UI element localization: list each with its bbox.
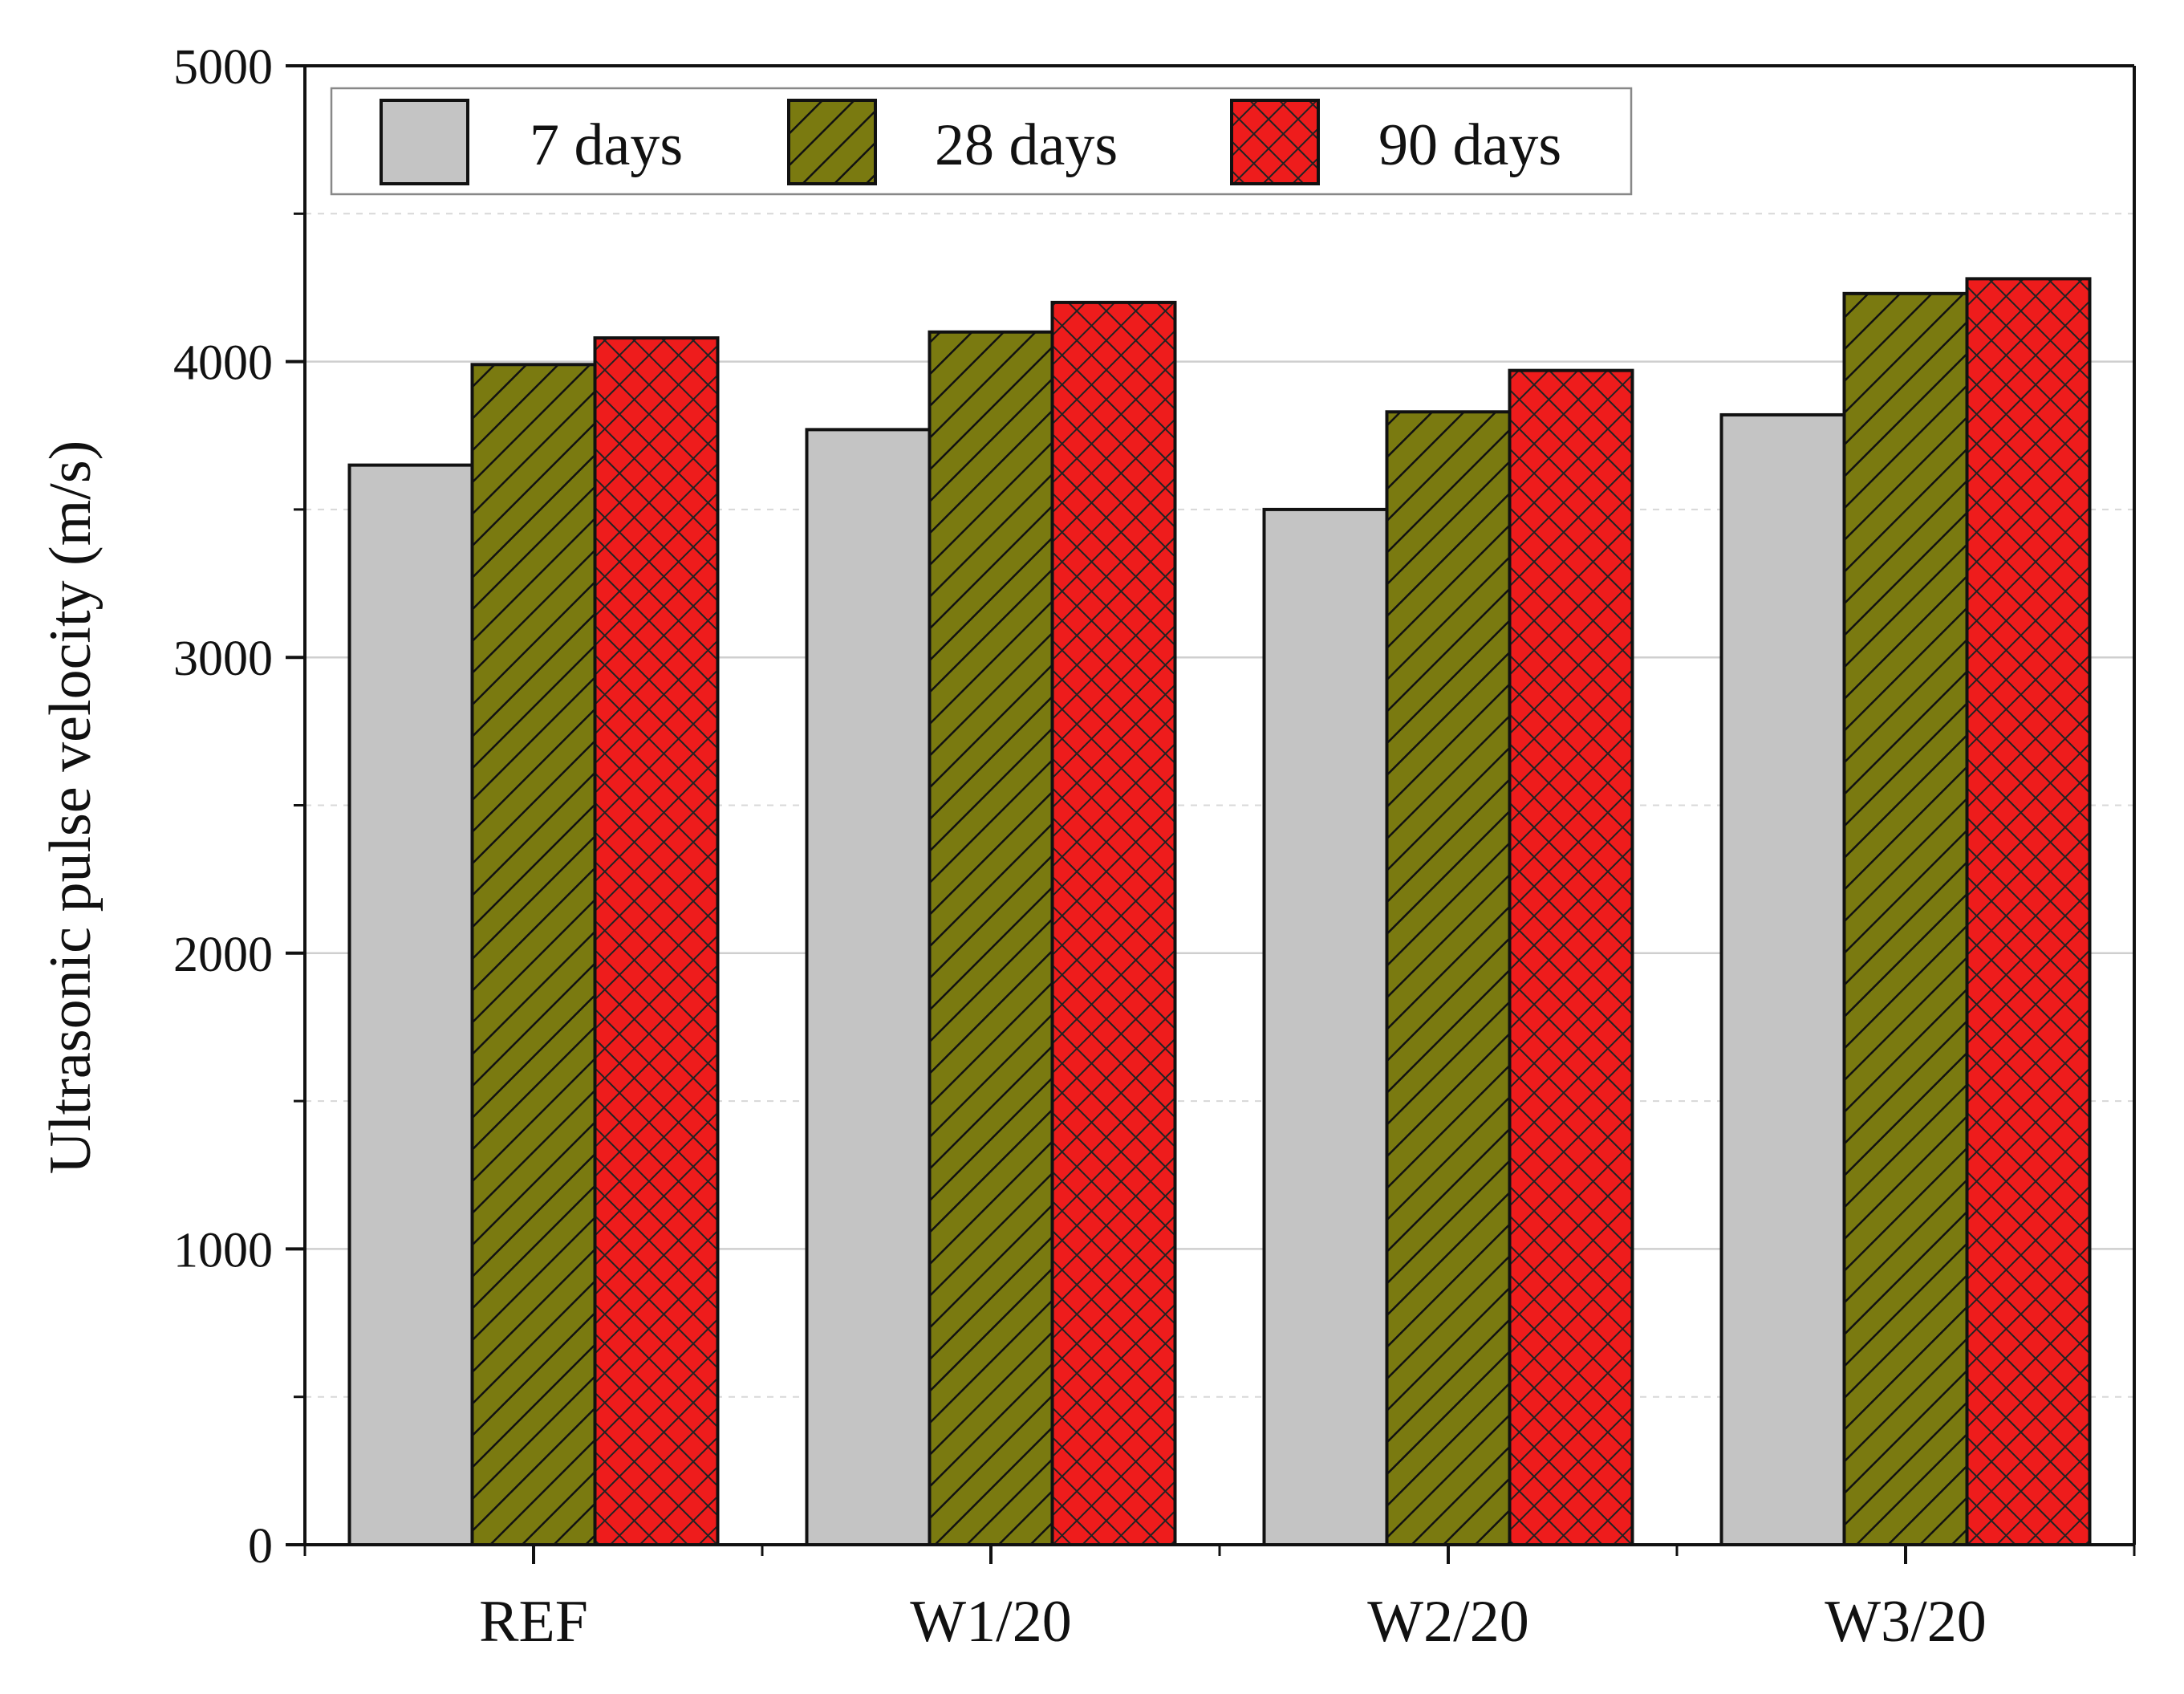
x-category-label: REF <box>479 1589 588 1655</box>
legend-swatch-7-days <box>380 99 469 185</box>
bar-ref-7-days <box>347 463 474 1546</box>
legend-frame <box>330 87 1633 196</box>
bar-ref-90-days <box>593 336 720 1546</box>
y-tick-label: 4000 <box>173 336 273 391</box>
legend-swatch-90-days <box>1230 99 1320 185</box>
x-category-label: W3/20 <box>1825 1589 1986 1655</box>
y-tick-label: 0 <box>248 1519 273 1574</box>
bar-w2-20-7-days <box>1262 507 1389 1546</box>
legend-label-90-days: 90 days <box>1378 112 1561 178</box>
x-category-label: W2/20 <box>1367 1589 1528 1655</box>
bar-w1-20-28-days <box>928 330 1054 1546</box>
y-tick-label: 2000 <box>173 928 273 982</box>
bar-w3-20-90-days <box>1965 277 2092 1547</box>
axes: 0 1000 2000 3000 4000 5000 REF W1/20 W2/20 W3/20 <box>173 40 2136 1655</box>
y-tick-label: 5000 <box>173 40 273 95</box>
bar-w2-20-28-days <box>1385 410 1512 1547</box>
legend: 7 days 28 days 90 days <box>330 87 1633 196</box>
bar-w2-20-90-days <box>1508 368 1634 1547</box>
legend-swatch-28-days <box>787 99 877 185</box>
bar-ref-28-days <box>470 363 597 1546</box>
bars <box>347 277 2092 1547</box>
bar-w3-20-28-days <box>1842 291 1969 1546</box>
x-category-label: W1/20 <box>910 1589 1071 1655</box>
y-axis-label: Ultrasonic pulse velocity (m/s) <box>38 441 104 1175</box>
bar-w3-20-7-days <box>1719 412 1846 1546</box>
legend-label-7-days: 7 days <box>530 112 683 178</box>
y-tick-label: 1000 <box>173 1223 273 1278</box>
legend-label-28-days: 28 days <box>935 112 1118 178</box>
bar-w1-20-7-days <box>805 428 932 1546</box>
y-tick-label: 3000 <box>173 632 273 686</box>
bar-w1-20-90-days <box>1050 300 1177 1546</box>
